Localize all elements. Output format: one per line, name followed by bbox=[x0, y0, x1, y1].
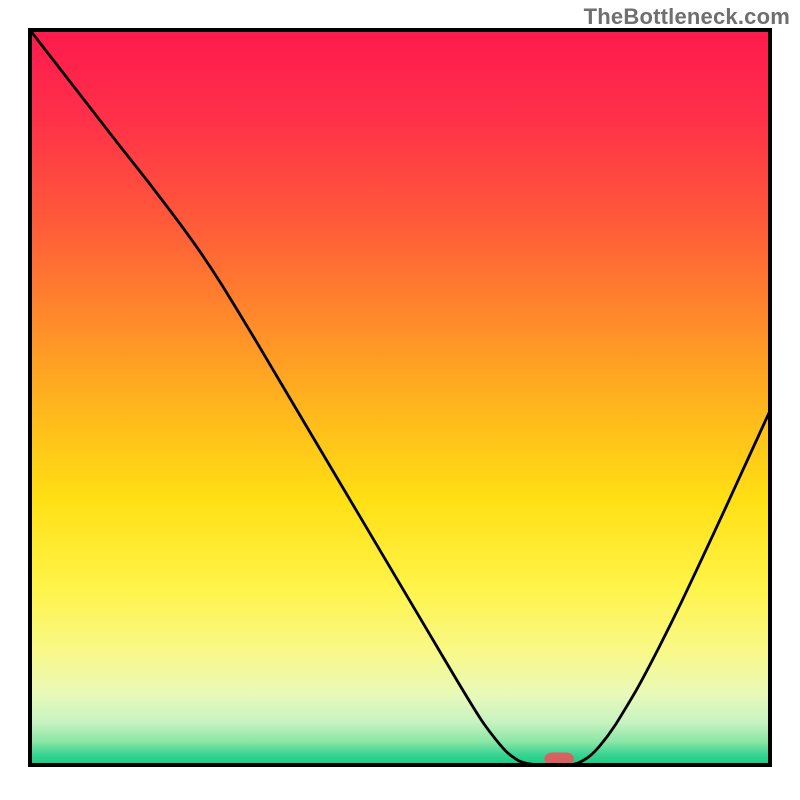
bottleneck-chart bbox=[0, 0, 800, 800]
chart-container: TheBottleneck.com bbox=[0, 0, 800, 800]
chart-background bbox=[30, 30, 770, 765]
